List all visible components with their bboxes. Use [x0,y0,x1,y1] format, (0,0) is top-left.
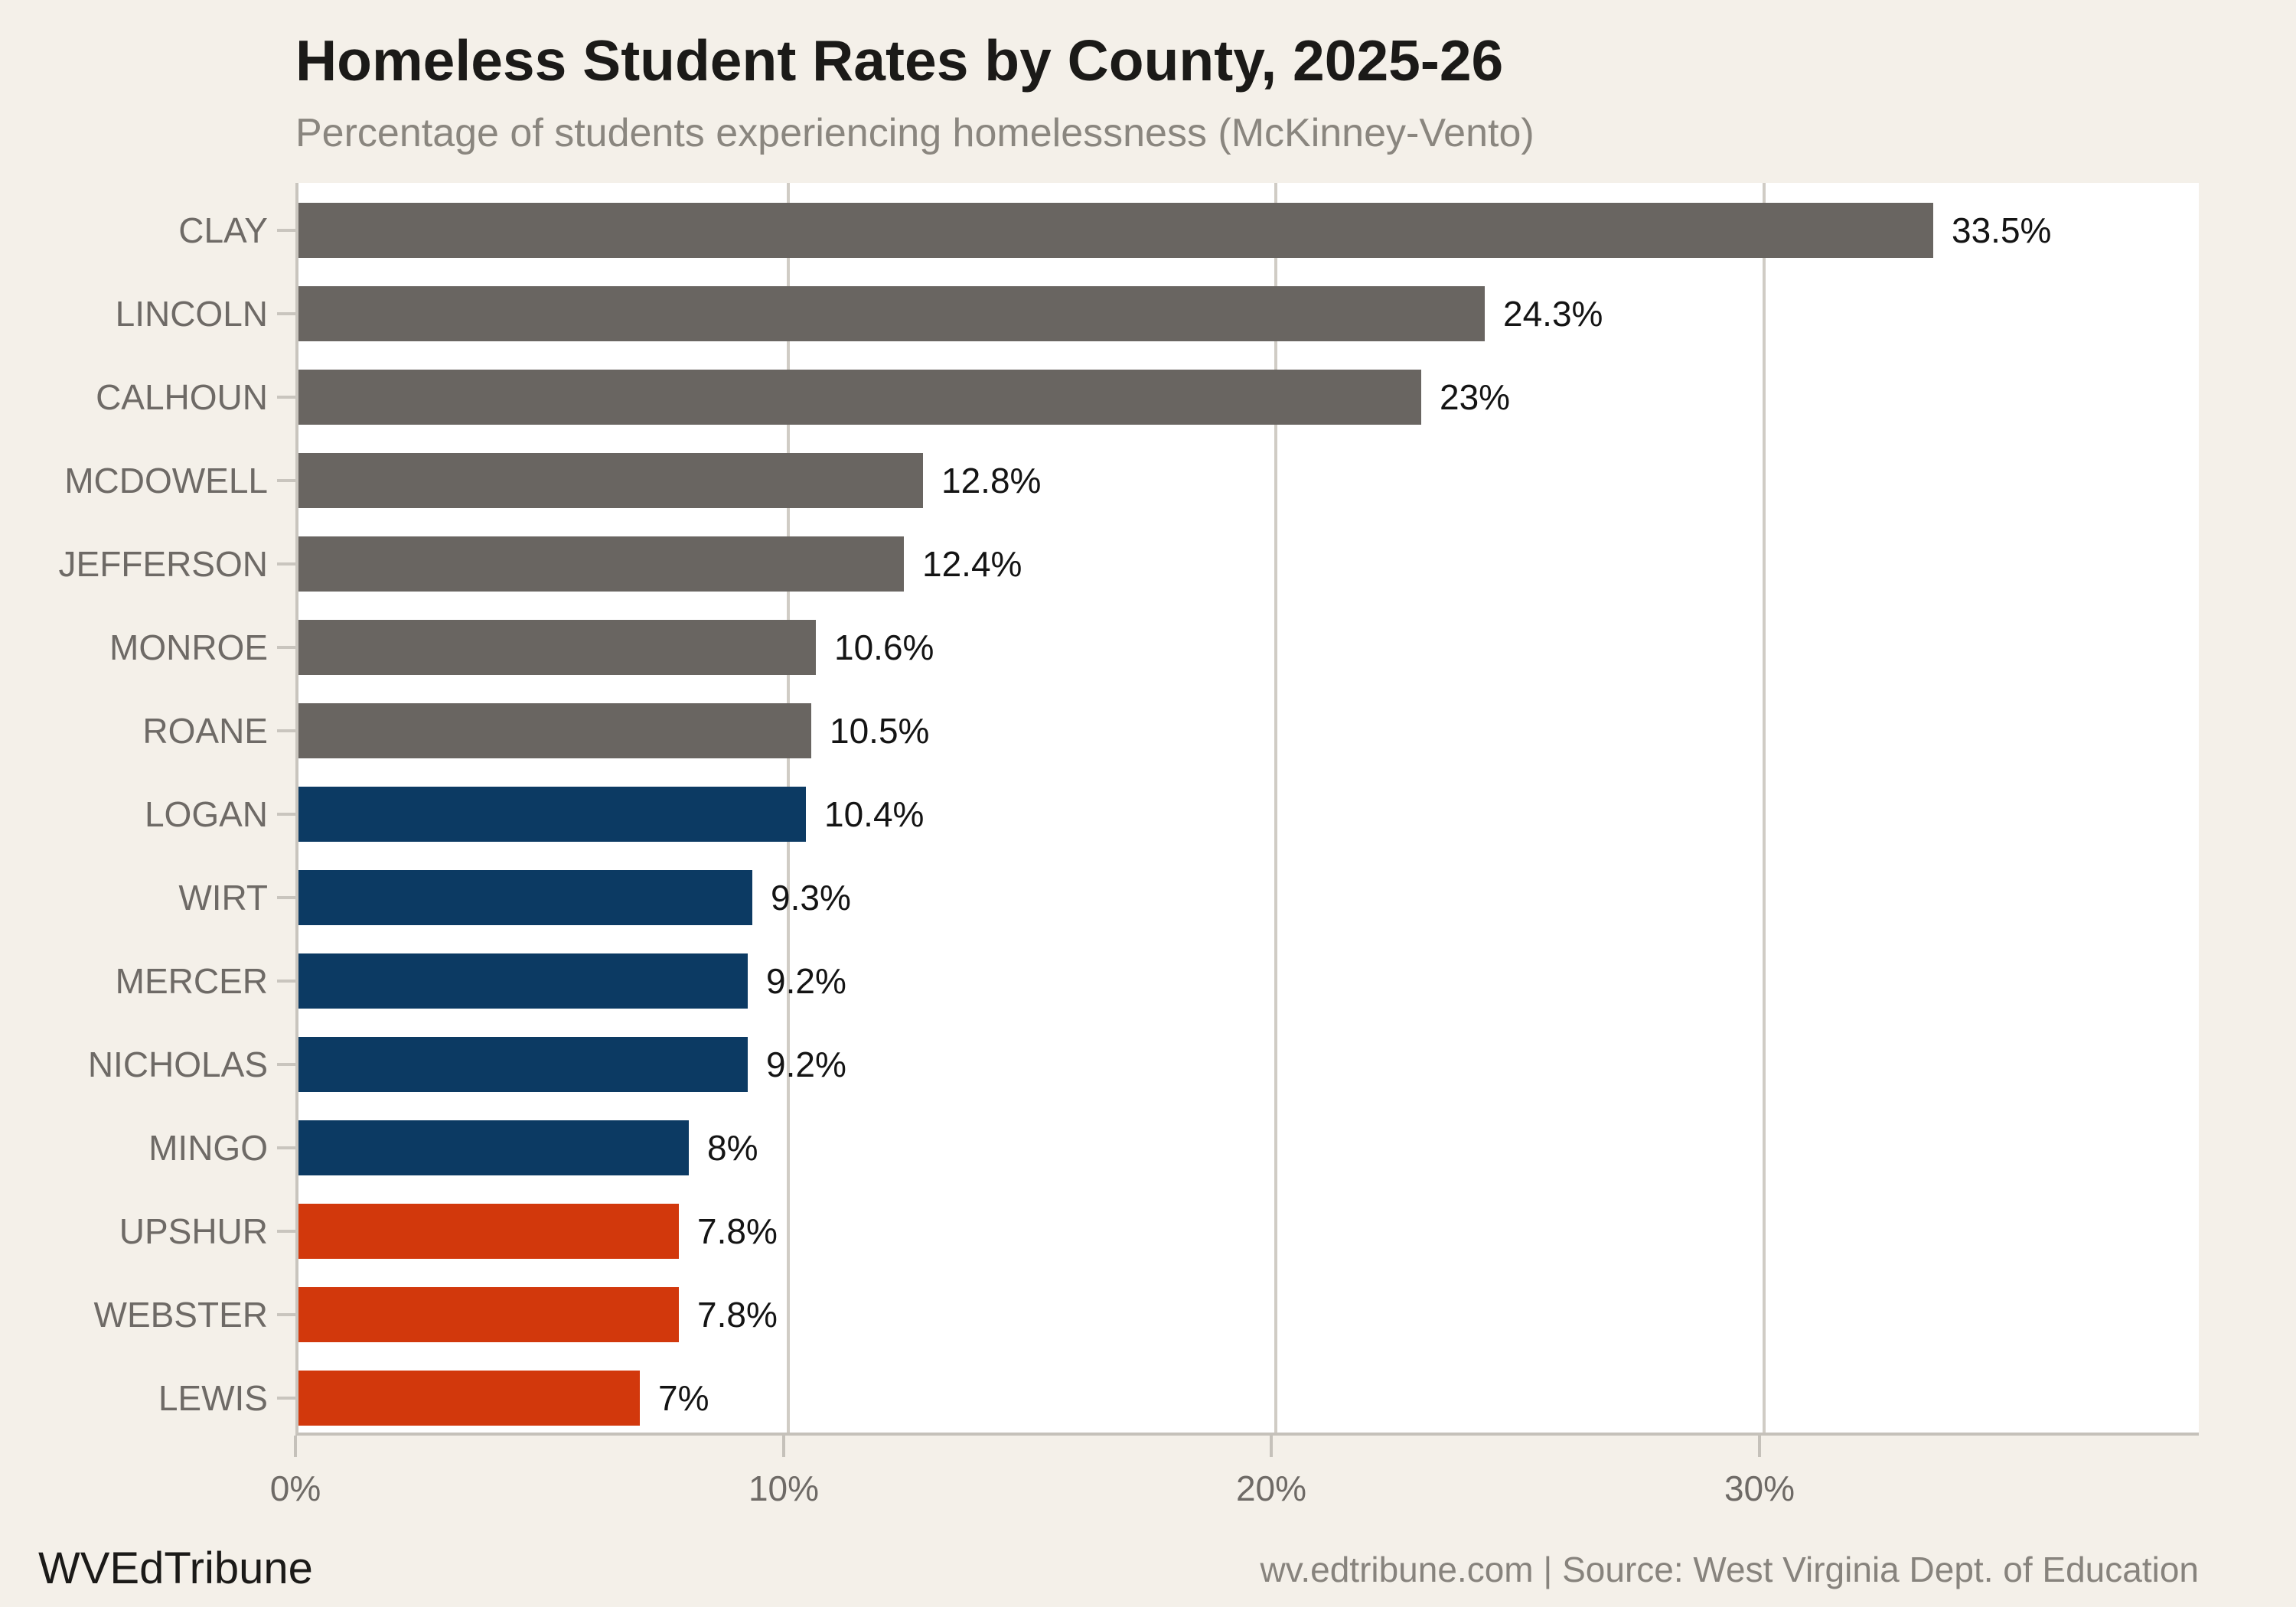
x-tick-mark-10pct [782,1436,785,1457]
bar-nicholas [298,1037,748,1092]
footer-brand: WVEdTribune [38,1543,313,1593]
value-label-lewis: 7% [658,1378,709,1418]
value-label-wirt: 9.3% [771,878,851,918]
y-tick-nicholas [277,1063,295,1066]
y-tick-jefferson [277,562,295,566]
bar-jefferson [298,536,904,592]
y-tick-mercer [277,980,295,983]
value-label-jefferson: 12.4% [922,544,1022,584]
county-label-mercer: MERCER [115,961,268,1001]
y-tick-calhoun [277,396,295,399]
county-label-roane: ROANE [142,711,268,751]
county-label-jefferson: JEFFERSON [58,544,268,584]
x-tick-mark-20pct [1270,1436,1273,1457]
bar-mingo [298,1120,689,1175]
bar-lincoln [298,286,1485,341]
county-label-monroe: MONROE [109,627,268,667]
x-tick-label-0pct: 0% [269,1468,321,1508]
value-label-webster: 7.8% [697,1295,778,1335]
bar-roane [298,703,811,758]
gridline-20pct [1274,183,1277,1433]
value-label-mercer: 9.2% [766,961,846,1001]
bar-mcdowell [298,453,923,508]
footer-source-credit: wv.edtribune.com | Source: West Virginia… [1260,1550,2199,1589]
county-label-webster: WEBSTER [93,1295,268,1335]
y-tick-mingo [277,1146,295,1149]
bar-logan [298,787,806,842]
county-label-clay: CLAY [178,210,268,250]
value-label-clay: 33.5% [1952,210,2052,250]
gridline-30pct [1763,183,1766,1433]
bar-calhoun [298,370,1421,425]
county-label-upshur: UPSHUR [119,1211,268,1251]
value-label-monroe: 10.6% [834,627,934,667]
chart-subtitle: Percentage of students experiencing home… [295,111,1534,155]
county-label-mcdowell: MCDOWELL [64,461,268,500]
bar-lewis [298,1371,640,1426]
county-label-wirt: WIRT [178,878,268,918]
y-tick-lewis [277,1397,295,1400]
value-label-roane: 10.5% [830,711,930,751]
x-tick-mark-0pct [294,1436,297,1457]
county-label-calhoun: CALHOUN [96,377,268,417]
value-label-upshur: 7.8% [697,1211,778,1251]
bar-webster [298,1287,679,1342]
county-label-mingo: MINGO [148,1128,268,1168]
value-label-logan: 10.4% [824,794,925,834]
bar-clay [298,203,1933,258]
value-label-calhoun: 23% [1440,377,1511,417]
x-tick-label-20pct: 20% [1235,1468,1307,1508]
y-tick-logan [277,813,295,816]
value-label-mingo: 8% [707,1128,758,1168]
x-tick-label-30pct: 30% [1724,1468,1795,1508]
y-tick-webster [277,1313,295,1316]
value-label-mcdowell: 12.8% [941,461,1042,500]
x-tick-label-10pct: 10% [748,1468,820,1508]
county-label-nicholas: NICHOLAS [87,1045,268,1084]
y-tick-lincoln [277,312,295,315]
bar-upshur [298,1204,679,1259]
bar-wirt [298,870,752,925]
y-tick-monroe [277,646,295,649]
bar-monroe [298,620,816,675]
plot-area [295,183,2199,1436]
x-tick-mark-30pct [1758,1436,1761,1457]
y-tick-mcdowell [277,479,295,482]
value-label-lincoln: 24.3% [1503,294,1603,334]
county-label-logan: LOGAN [144,794,268,834]
bar-mercer [298,953,748,1009]
y-tick-clay [277,229,295,232]
y-tick-upshur [277,1230,295,1233]
value-label-nicholas: 9.2% [766,1045,846,1084]
county-label-lincoln: LINCOLN [115,294,268,334]
county-label-lewis: LEWIS [158,1378,268,1418]
chart-title: Homeless Student Rates by County, 2025-2… [295,28,1504,93]
y-tick-roane [277,729,295,732]
y-tick-wirt [277,896,295,899]
